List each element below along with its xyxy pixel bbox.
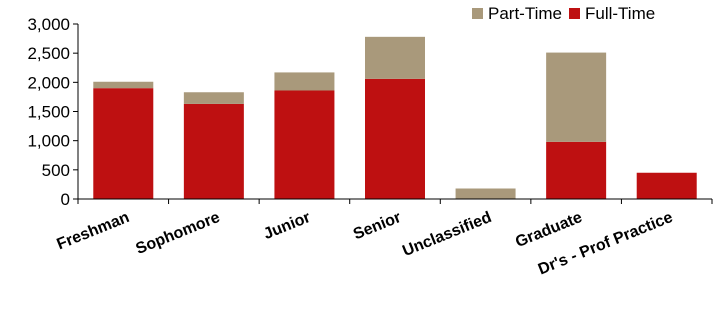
bar-full-time-6 <box>636 172 697 199</box>
legend-label: Full-Time <box>585 4 655 23</box>
bar-part-time-5 <box>546 52 607 142</box>
y-tick-label: 2,500 <box>27 44 70 63</box>
x-category-label: Freshman <box>55 209 132 253</box>
legend-swatch <box>569 8 580 19</box>
bar-part-time-4 <box>455 188 516 199</box>
y-tick-label: 0 <box>61 190 70 209</box>
x-category-label: Unclassified <box>400 209 494 260</box>
x-category-label: Sophomore <box>134 209 223 258</box>
bar-full-time-3 <box>365 78 425 199</box>
bars-layer <box>93 36 697 199</box>
y-tick-label: 1,500 <box>27 103 70 122</box>
x-category-label: Senior <box>351 209 404 243</box>
x-category-label: Graduate <box>513 209 585 251</box>
y-tick-label: 2,000 <box>27 73 70 92</box>
legend: Part-Time Full-Time <box>472 4 655 23</box>
legend-label: Part-Time <box>488 4 562 23</box>
bar-part-time-3 <box>365 36 425 79</box>
y-tick-label: 3,000 <box>27 15 70 34</box>
bar-part-time-2 <box>274 72 335 91</box>
axis-layer <box>73 23 713 204</box>
y-tick-label: 500 <box>42 161 70 180</box>
x-category-label: Junior <box>261 209 313 243</box>
bar-part-time-0 <box>93 81 154 89</box>
y-tick-labels: 0 500 1,000 1,500 2,000 2,500 3,000 <box>27 15 70 209</box>
x-category-labels: Freshman Sophomore Junior SeniorUnclassifie… <box>55 209 676 279</box>
bar-full-time-1 <box>183 103 244 199</box>
y-tick-label: 1,000 <box>27 132 70 151</box>
bar-full-time-5 <box>546 141 607 199</box>
bar-part-time-1 <box>183 92 244 104</box>
bar-full-time-0 <box>93 88 154 199</box>
bar-full-time-2 <box>274 90 335 199</box>
legend-swatch <box>472 8 483 19</box>
